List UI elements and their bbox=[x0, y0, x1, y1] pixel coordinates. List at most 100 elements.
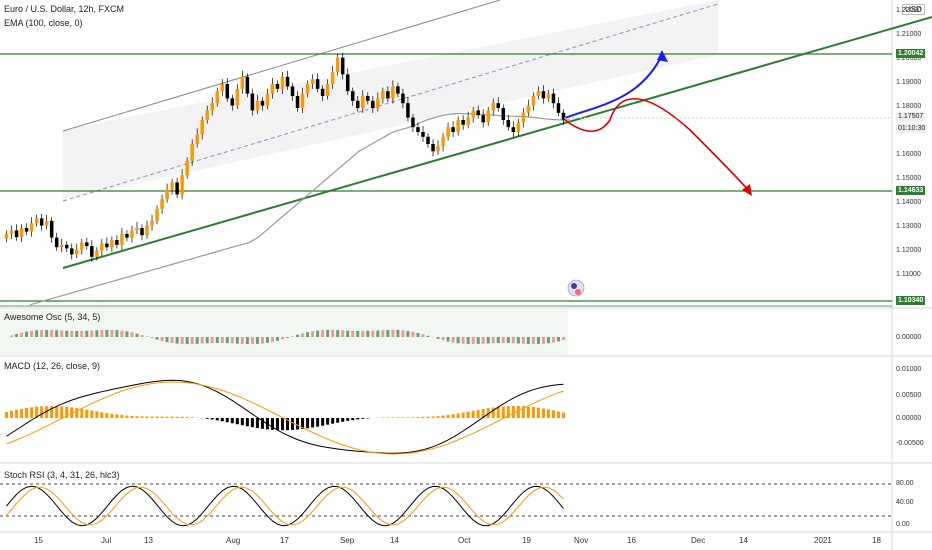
macd-hist-bar bbox=[225, 418, 229, 423]
candle-body bbox=[120, 234, 124, 245]
ao-bar bbox=[10, 335, 14, 337]
ao-bar bbox=[466, 337, 470, 345]
macd-hist-bar bbox=[10, 410, 14, 418]
candle-body bbox=[501, 108, 506, 120]
macd-hist-bar bbox=[95, 411, 99, 418]
ao-bar bbox=[561, 337, 565, 341]
macd-hist-bar bbox=[406, 417, 410, 418]
ao-bar bbox=[155, 337, 159, 340]
ao-bar bbox=[451, 337, 455, 343]
axis-tick-label: 0.00 bbox=[896, 521, 910, 528]
macd-hist-bar bbox=[45, 406, 49, 418]
candle-body bbox=[561, 112, 566, 120]
bearish-projection-arrow[interactable] bbox=[564, 98, 751, 193]
ao-bar bbox=[406, 330, 410, 337]
axis-tick-label: 1.19000 bbox=[896, 79, 922, 86]
macd-hist-bar bbox=[331, 418, 335, 424]
candle-body bbox=[265, 93, 270, 106]
events-icon[interactable] bbox=[567, 279, 585, 297]
ao-bar bbox=[316, 330, 320, 337]
ao-bar bbox=[135, 333, 139, 337]
axis-tick-label: 1.16000 bbox=[896, 151, 922, 158]
macd-hist-bar bbox=[240, 418, 244, 426]
candle-body bbox=[75, 249, 79, 255]
stoch-d-line bbox=[6, 486, 564, 526]
ao-bar bbox=[366, 330, 370, 337]
candle-body bbox=[64, 244, 69, 249]
macd-hist-bar bbox=[80, 408, 84, 418]
macd-hist-bar bbox=[401, 417, 405, 418]
candle-body bbox=[85, 242, 89, 246]
macd-hist-bar bbox=[506, 406, 510, 418]
ao-bar bbox=[270, 337, 274, 342]
macd-hist-bar bbox=[210, 418, 214, 420]
ao-bar bbox=[501, 337, 505, 344]
stoch-axis[interactable]: 80.00 40.00 0.00 bbox=[893, 463, 932, 532]
candle-body bbox=[9, 230, 14, 234]
candle-body bbox=[456, 120, 460, 132]
bullish-projection-arrow[interactable] bbox=[564, 54, 663, 119]
macd-hist-bar bbox=[556, 411, 560, 418]
currency-badge[interactable]: USD bbox=[902, 4, 925, 15]
candle-body bbox=[476, 110, 480, 116]
candle-body bbox=[431, 144, 435, 152]
macd-axis[interactable]: 0.01000 0.00500 0.00000 -0.00500 bbox=[893, 356, 932, 463]
ao-bar bbox=[110, 329, 114, 337]
macd-hist-bar bbox=[481, 409, 485, 418]
price-axis[interactable]: 1.220001.210001.200001.190001.180001.170… bbox=[893, 0, 932, 308]
macd-hist-bar bbox=[85, 409, 89, 418]
axis-tick-label: 1.14633 bbox=[896, 186, 926, 195]
candle-body bbox=[361, 96, 365, 108]
ao-axis[interactable]: 0.00000 bbox=[893, 308, 932, 356]
time-tick-label: Oct bbox=[458, 536, 471, 545]
ao-bar bbox=[486, 337, 490, 344]
macd-hist-bar bbox=[55, 406, 59, 418]
macd-hist-bar bbox=[35, 406, 39, 418]
candle-body bbox=[451, 127, 455, 132]
axis-tick-label: 1.20000 bbox=[896, 55, 922, 62]
candle-body bbox=[125, 234, 129, 238]
ema-legend: EMA (100, close, 0) bbox=[4, 18, 83, 28]
candle-body bbox=[526, 105, 531, 113]
macd-hist-bar bbox=[346, 418, 350, 421]
time-axis[interactable]: 15 Jul 13 Aug 17 Sep 14 Oct 19 Nov 16 Dec 14 2021 18 bbox=[0, 534, 892, 550]
candle-body bbox=[531, 96, 536, 106]
time-tick-label: Sep bbox=[340, 536, 355, 545]
candle-body bbox=[140, 228, 144, 236]
ema-line bbox=[29, 112, 571, 306]
macd-hist-bar bbox=[516, 405, 520, 418]
candle-body bbox=[345, 74, 350, 92]
candle-body bbox=[290, 86, 295, 96]
time-tick-label: 14 bbox=[390, 536, 399, 545]
macd-hist-bar bbox=[220, 418, 224, 422]
ao-bar bbox=[351, 330, 355, 337]
ao-bar bbox=[60, 330, 64, 337]
macd-hist-bar bbox=[461, 412, 465, 418]
candle-body bbox=[491, 103, 495, 111]
trend-line[interactable] bbox=[62, 16, 932, 269]
macd-hist-bar bbox=[301, 418, 305, 429]
ao-bar bbox=[240, 337, 244, 344]
macd-hist-bar bbox=[190, 417, 194, 418]
macd-hist-bar bbox=[296, 418, 300, 430]
ao-bar bbox=[80, 330, 84, 337]
macd-hist-bar bbox=[65, 406, 69, 418]
ao-bar bbox=[546, 337, 550, 344]
ao-bar bbox=[45, 329, 49, 337]
macd-hist-bar bbox=[496, 406, 500, 418]
macd-hist-bar bbox=[215, 418, 219, 421]
candle-body bbox=[536, 91, 541, 96]
ao-bar bbox=[416, 332, 420, 337]
candle-body bbox=[446, 127, 450, 137]
macd-hist-bar bbox=[466, 411, 470, 418]
candle-body bbox=[230, 98, 235, 106]
candle-body bbox=[356, 100, 360, 108]
macd-hist-bar bbox=[155, 416, 159, 418]
ao-bar bbox=[326, 329, 330, 337]
macd-hist-bar bbox=[501, 406, 505, 418]
ao-bar bbox=[175, 337, 179, 344]
ao-bar bbox=[516, 337, 520, 344]
macd-hist-bar bbox=[175, 416, 179, 418]
candle-body bbox=[551, 93, 556, 104]
